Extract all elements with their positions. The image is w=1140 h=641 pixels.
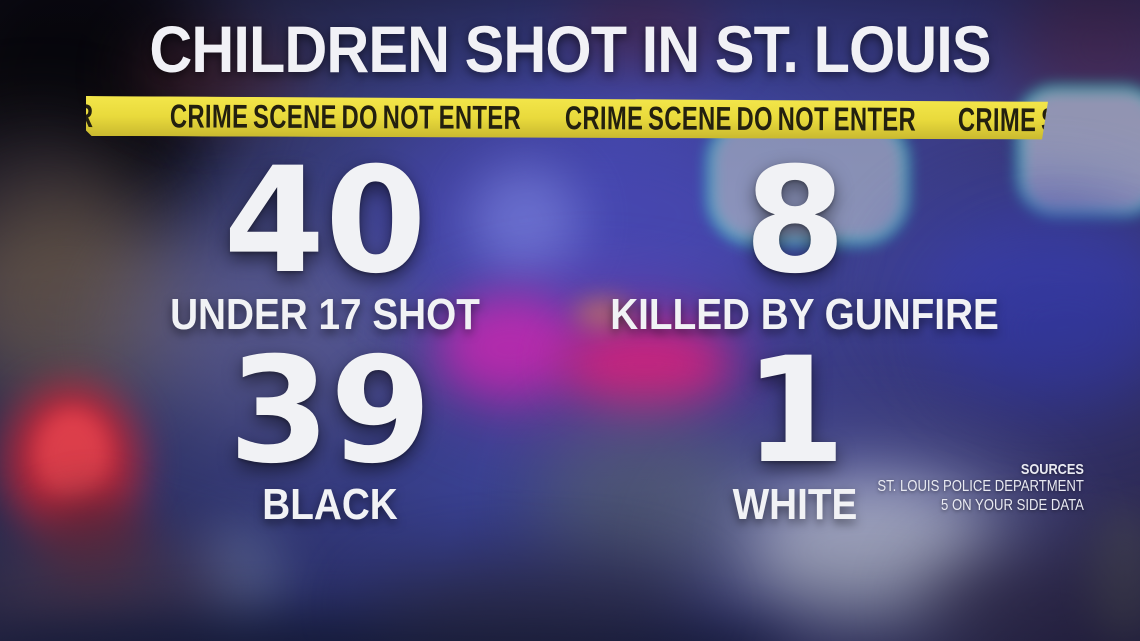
- bg-blob: [120, 230, 420, 430]
- police-light-magenta: [440, 298, 580, 398]
- tape-text-fragment-left: R: [85, 96, 94, 135]
- stat-label: BLACK: [262, 480, 398, 529]
- tape-text-segment-1: CRIME SCENE DO NOT ENTER: [169, 97, 522, 136]
- stat-label: KILLED BY GUNFIRE: [610, 290, 999, 339]
- car-window-blur: [712, 120, 904, 240]
- bg-blob: [950, 250, 1140, 410]
- stat-value: 1: [744, 326, 846, 496]
- stat-label: WHITE: [732, 480, 858, 529]
- sources-line: ST. LOUIS POLICE DEPARTMENT: [877, 478, 1084, 495]
- tape-text-fragment-right: CRIME S: [957, 100, 1048, 139]
- police-light-pink: [560, 322, 730, 407]
- police-light-red-core: [35, 410, 110, 500]
- page-title: CHILDREN SHOT IN ST. LOUIS: [149, 12, 991, 86]
- sources-heading: SOURCES: [1020, 461, 1084, 478]
- stat-value: 8: [744, 136, 846, 306]
- bg-blob: [575, 298, 630, 328]
- tape-text-segment-2: CRIME SCENE DO NOT ENTER: [564, 99, 917, 138]
- stat-under-17-shot: 40 UNDER 17 SHOT: [115, 136, 535, 339]
- stat-black: 39 BLACK: [120, 326, 540, 529]
- stat-killed-by-gunfire: 8 KILLED BY GUNFIRE: [585, 136, 1005, 339]
- stat-label: UNDER 17 SHOT: [170, 290, 480, 339]
- bg-blob: [1090, 505, 1140, 641]
- sources-line: 5 ON YOUR SIDE DATA: [941, 496, 1084, 514]
- crime-scene-tape: R CRIME SCENE DO NOT ENTER CRIME SCENE D…: [86, 96, 1048, 140]
- sources-attribution: SOURCES ST. LOUIS POLICE DEPARTMENT 5 ON…: [832, 461, 1084, 515]
- stat-value: 40: [223, 136, 427, 306]
- bg-blob: [360, 560, 700, 641]
- stat-white: 1 WHITE: [585, 326, 1005, 529]
- bg-blob: [565, 0, 725, 70]
- stat-value: 39: [228, 326, 432, 496]
- bg-blob: [470, 165, 580, 275]
